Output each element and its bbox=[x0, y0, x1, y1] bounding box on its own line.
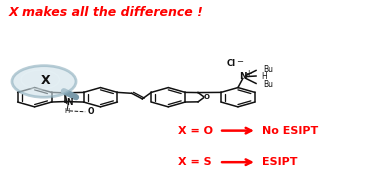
Circle shape bbox=[12, 66, 76, 97]
Text: ESIPT: ESIPT bbox=[262, 157, 298, 167]
Text: +: + bbox=[246, 69, 252, 78]
Text: No ESIPT: No ESIPT bbox=[262, 126, 319, 136]
Text: N: N bbox=[66, 98, 72, 107]
Text: H: H bbox=[262, 71, 268, 81]
Text: Bu: Bu bbox=[263, 80, 274, 89]
Text: X makes all the difference !: X makes all the difference ! bbox=[8, 6, 203, 19]
Text: X = S: X = S bbox=[178, 157, 211, 167]
Text: H: H bbox=[65, 108, 70, 114]
Text: N: N bbox=[239, 72, 247, 82]
Text: X: X bbox=[41, 74, 51, 87]
Text: Bu: Bu bbox=[263, 65, 274, 74]
Text: O: O bbox=[204, 94, 210, 100]
Text: X = O: X = O bbox=[178, 126, 213, 136]
Text: O: O bbox=[88, 107, 94, 116]
Text: Cl: Cl bbox=[227, 59, 236, 68]
Text: −: − bbox=[236, 57, 243, 66]
